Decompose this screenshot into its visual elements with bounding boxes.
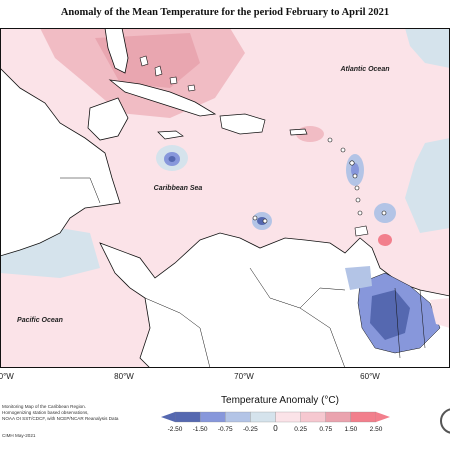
colorbar-low-arrow (161, 412, 175, 422)
colorbar-tick-label: 0.75 (319, 426, 333, 433)
land-lesser-antilles (327, 137, 387, 237)
colorbar-segment (350, 411, 377, 423)
cool-anomaly-east (405, 138, 450, 233)
temperature-anomaly-map: Atlantic Ocean Caribbean Sea Pacific Oce… (0, 28, 450, 368)
lon-label-70w: 70°W (234, 372, 254, 381)
colorbar-tick-label: -2.50 (167, 426, 183, 433)
credit-line-1: Monitoring Map of the Caribbean Region. (2, 404, 87, 409)
colorbar-segment (325, 411, 352, 423)
lon-label-60w: 60°W (360, 372, 380, 381)
label-caribbean: Caribbean Sea (154, 185, 203, 192)
legend-title: Temperature Anomaly (°C) (221, 395, 339, 406)
colorbar-high-arrow (376, 412, 390, 422)
credit-line-2: Homogenizing station based observations, (2, 410, 89, 415)
cool-anomaly-ne (405, 28, 450, 68)
land-puertorico (289, 128, 308, 136)
credit-line-3: NOAA OI SST/CDCF, with NCEP/NCAR Reanaly… (2, 416, 119, 421)
country-borders (60, 177, 426, 368)
map-title: Anomaly of the Mean Temperature for the … (60, 7, 390, 18)
credit-line-4: CIMH May-2021 (2, 433, 36, 438)
colorbar-segment (250, 411, 276, 423)
colorbar-tick-label: 0 (273, 424, 278, 433)
land-cuba (108, 79, 217, 117)
colorbar-segment (300, 411, 326, 423)
colorbar-tick-label: -0.75 (217, 426, 233, 433)
land-bahamas (139, 55, 196, 92)
warm-anomaly-trinidad (378, 234, 392, 246)
label-atlantic: Atlantic Ocean (339, 66, 389, 73)
colorbar-segment (275, 411, 301, 423)
colorbar-segment (199, 411, 226, 423)
colorbar-tick-label: 2.50 (369, 426, 383, 433)
colorbar-segment (225, 411, 251, 423)
land-florida (104, 28, 129, 74)
colorbar-segment (174, 411, 201, 423)
land-hispaniola (219, 113, 266, 135)
colorbar-tick-label: 0.25 (294, 426, 307, 433)
lon-label-80w: 80°W (114, 372, 134, 381)
land-central-america (0, 67, 121, 257)
land-yucatan (87, 97, 129, 141)
land-abc-islands (252, 215, 268, 224)
colorbar-tick-label: -0.25 (242, 426, 258, 433)
colorbar-tick-label: -1.50 (192, 426, 208, 433)
land-jamaica (157, 130, 184, 140)
label-pacific: Pacific Ocean (17, 317, 63, 324)
lon-label-90w: 90°W (0, 372, 14, 381)
colorbar-tick-label: 1.50 (344, 426, 358, 433)
